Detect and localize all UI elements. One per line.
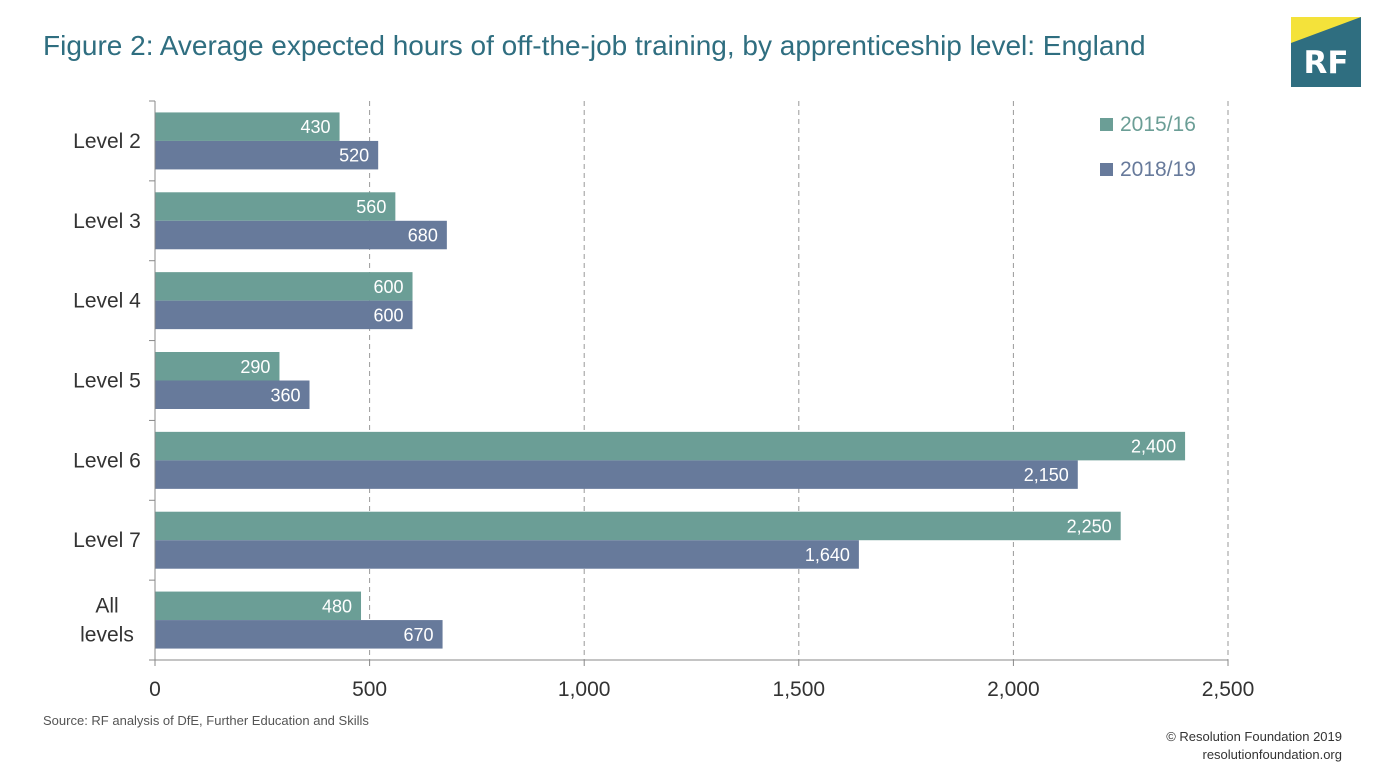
source-note: Source: RF analysis of DfE, Further Educ… (43, 713, 369, 728)
bar (155, 591, 362, 621)
bar-value-label: 480 (322, 596, 352, 616)
copyright-text: © Resolution Foundation 2019 (1166, 729, 1342, 744)
bar (155, 192, 396, 221)
bar-value-label: 600 (373, 305, 403, 325)
rf-logo-icon (1291, 17, 1361, 87)
x-tick-label: 500 (352, 678, 387, 701)
category-label: All (95, 595, 118, 618)
legend-label: 2018/19 (1120, 158, 1196, 181)
category-label: Level 7 (73, 529, 141, 552)
bar (155, 300, 413, 330)
bar-value-label: 1,640 (805, 545, 850, 565)
website-text: resolutionfoundation.org (1202, 747, 1343, 762)
category-label: Level 2 (73, 130, 141, 153)
bar-value-label: 360 (270, 385, 300, 405)
bar-value-label: 2,150 (1024, 465, 1069, 485)
bar-value-label: 2,250 (1067, 516, 1112, 536)
bar (155, 460, 1078, 489)
legend-label: 2015/16 (1120, 113, 1196, 136)
bar (155, 272, 413, 301)
legend-swatch (1100, 163, 1113, 176)
bar (155, 540, 859, 569)
bar-value-label: 600 (373, 277, 403, 297)
bar (155, 352, 280, 381)
bar (155, 511, 1121, 541)
x-tick-label: 0 (149, 678, 161, 701)
bar (155, 112, 340, 141)
bar-value-label: 290 (240, 357, 270, 377)
category-label: levels (80, 624, 134, 647)
bar (155, 620, 443, 649)
bar (155, 431, 1186, 461)
bar-value-label: 2,400 (1131, 437, 1176, 457)
footer-credit: © Resolution Foundation 2019 resolutionf… (1166, 728, 1342, 764)
bar-value-label: 430 (301, 117, 331, 137)
x-tick-label: 1,500 (773, 678, 826, 701)
x-tick-label: 2,500 (1202, 678, 1255, 701)
category-label: Level 3 (73, 210, 141, 233)
bar-value-label: 560 (356, 197, 386, 217)
category-label: Level 4 (73, 290, 141, 313)
x-tick-label: 2,000 (987, 678, 1040, 701)
x-tick-label: 1,000 (558, 678, 611, 701)
bar-value-label: 670 (404, 625, 434, 645)
bar (155, 220, 447, 250)
category-label: Level 6 (73, 449, 141, 472)
chart-title: Figure 2: Average expected hours of off-… (43, 30, 1146, 61)
bar-value-label: 520 (339, 146, 369, 166)
bar-value-label: 680 (408, 226, 438, 246)
bar (155, 140, 379, 170)
bar (155, 380, 310, 409)
category-label: Level 5 (73, 370, 141, 393)
legend-swatch (1100, 118, 1113, 131)
rf-logo: RF (1291, 17, 1361, 87)
rf-logo-text: RF (1303, 45, 1349, 81)
